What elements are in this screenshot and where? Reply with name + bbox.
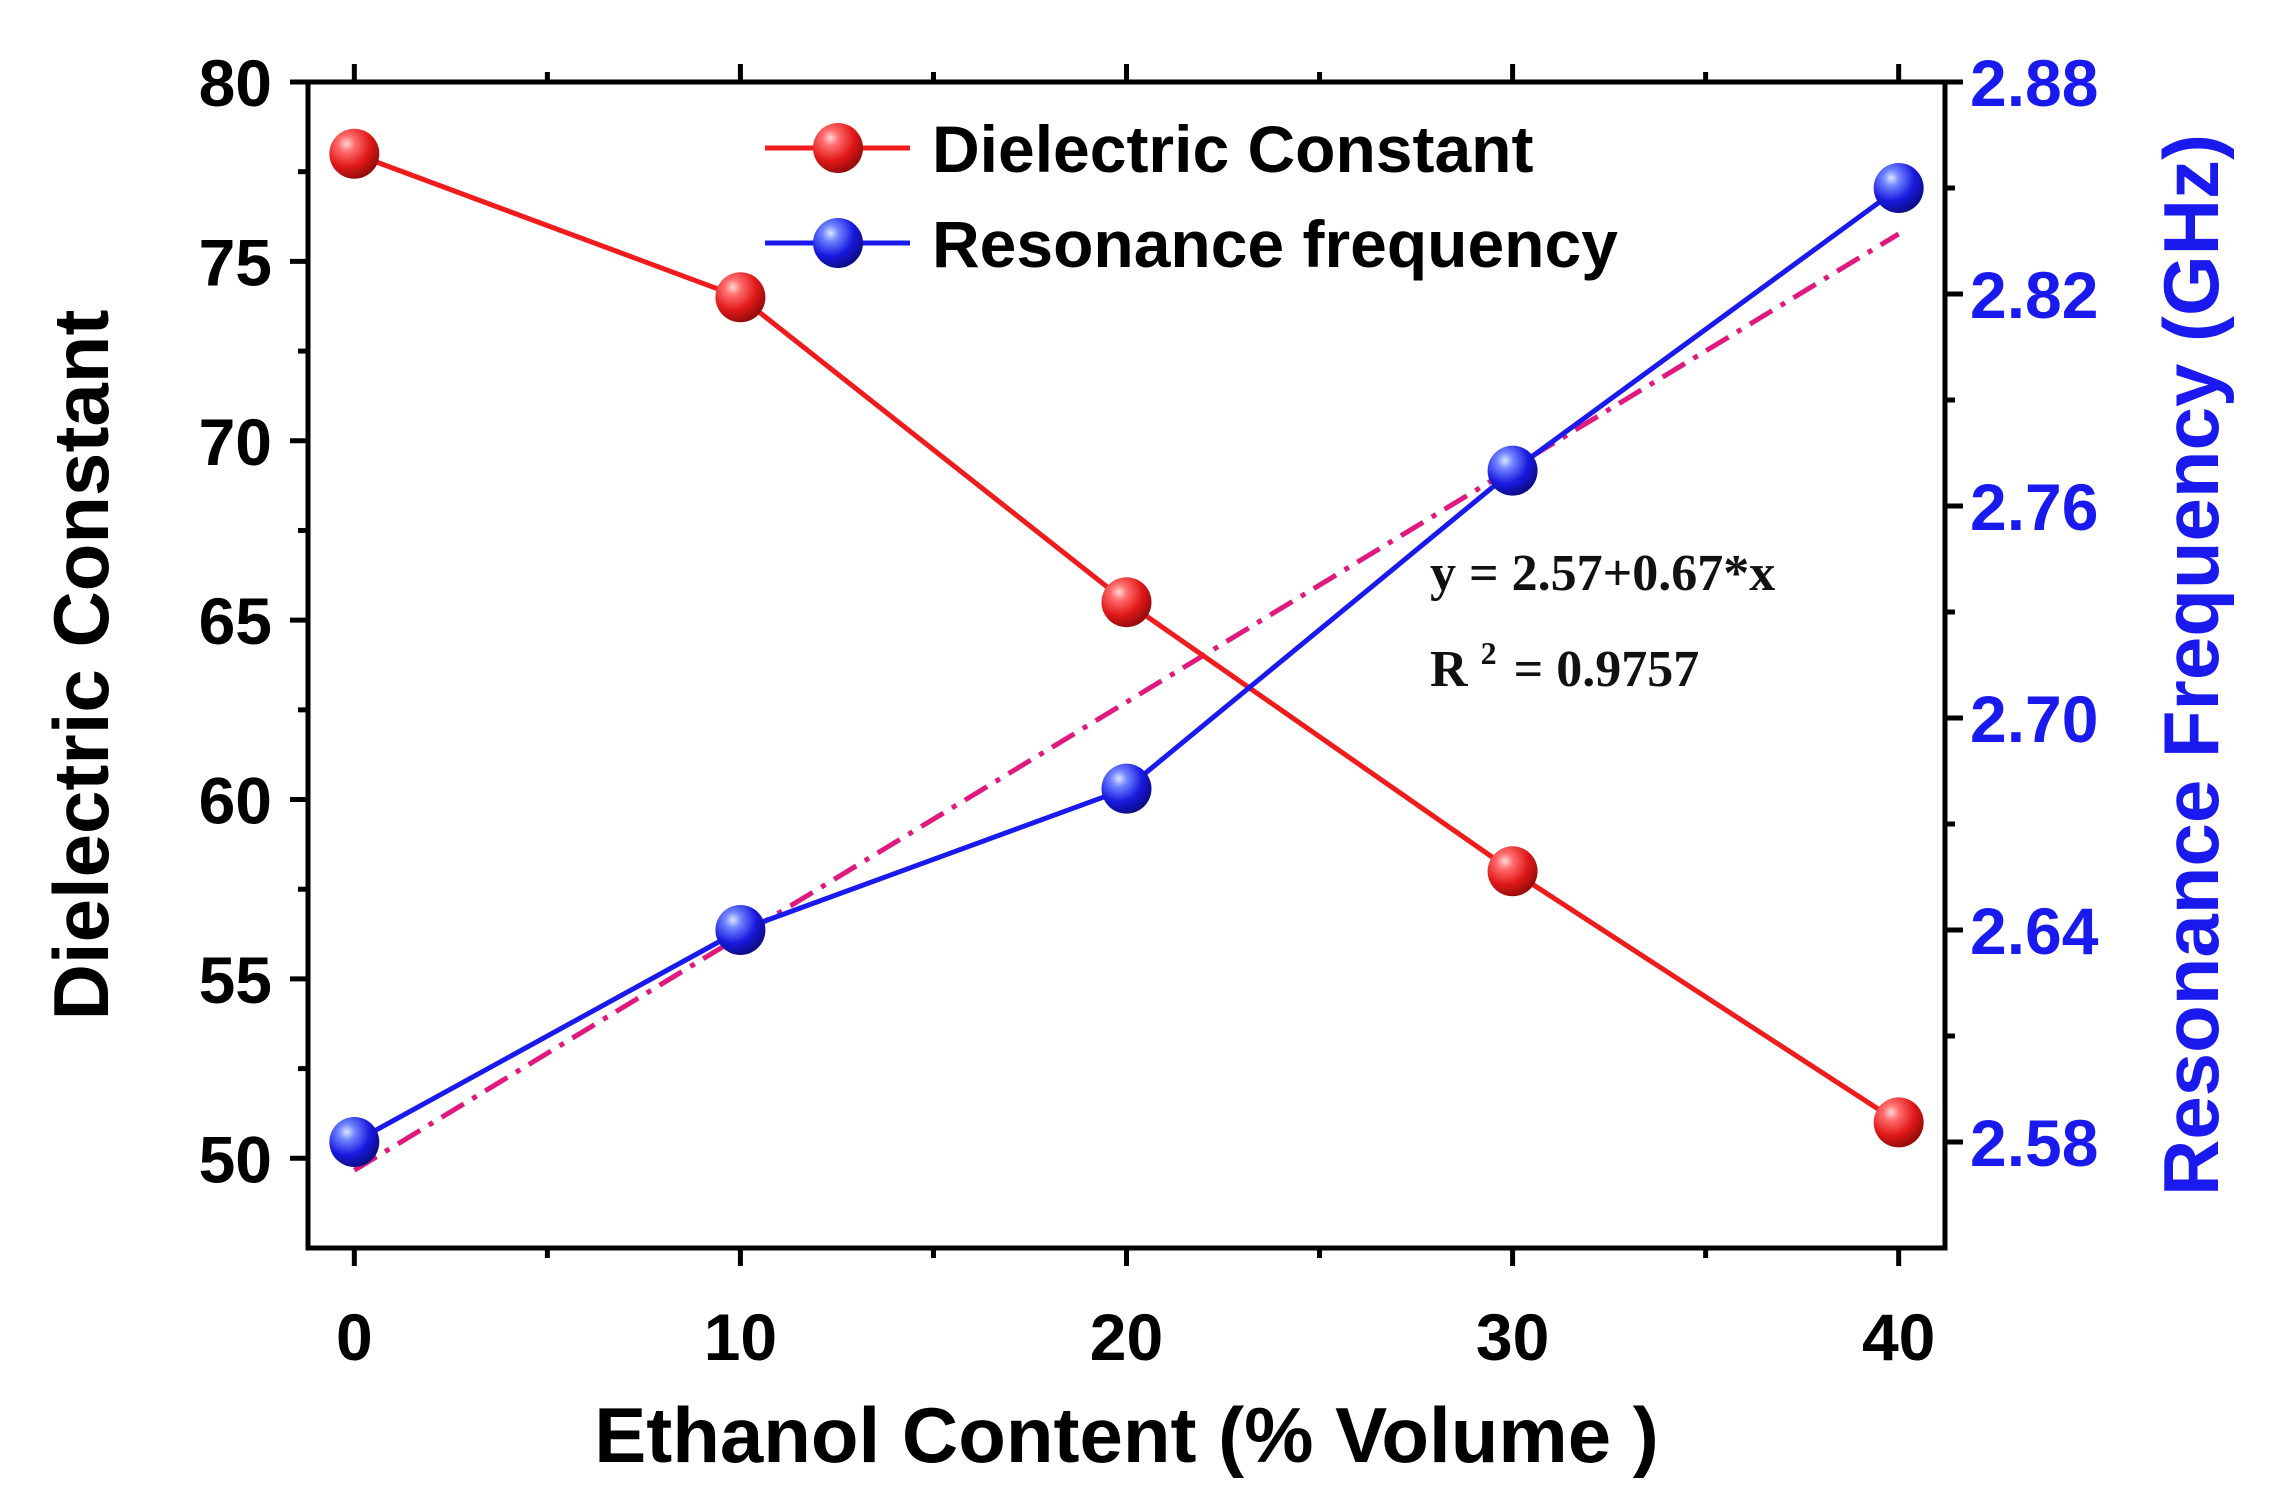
dielectric-constant-point: [1487, 846, 1538, 897]
legend-item-dielectric-constant: Dielectric Constant: [765, 112, 1533, 186]
right-y-tick-label: 2.64: [1970, 894, 2099, 968]
right-y-tick-label: 2.58: [1970, 1106, 2098, 1180]
dielectric-constant-point: [329, 128, 380, 179]
legend-swatch-marker: [813, 123, 863, 173]
resonance-frequency-point: [1487, 445, 1538, 496]
fit-r2-value: = 0.9757: [1514, 641, 1700, 698]
left-y-axis-label: Dielectric Constant: [37, 310, 125, 1021]
fit-r2-prefix: R: [1430, 641, 1469, 698]
legend-swatch-marker: [813, 218, 863, 268]
x-axis-label: Ethanol Content (% Volume ): [594, 1391, 1659, 1479]
left-y-tick-label: 60: [199, 764, 272, 838]
legend-label: Resonance frequency: [932, 207, 1618, 281]
x-tick-label: 10: [704, 1300, 777, 1374]
dielectric-constant-point: [1873, 1097, 1924, 1148]
fit-line: [353, 231, 1900, 1173]
right-y-tick-label: 2.88: [1970, 46, 2098, 120]
left-axis: 50 55 60 65 70 75 80: [199, 46, 308, 1196]
x-axis: 0 10 20 30 40: [336, 64, 1935, 1374]
right-y-axis-label: Resonance Frequency (GHz): [2147, 134, 2235, 1196]
left-y-tick-label: 70: [199, 405, 272, 479]
right-y-tick-label: 2.82: [1970, 258, 2098, 332]
x-tick-label: 20: [1090, 1300, 1163, 1374]
fit-annotation: y = 2.57+0.67*x R 2 = 0.9757: [1430, 545, 1775, 698]
left-y-tick-label: 50: [199, 1122, 272, 1196]
resonance-frequency-point: [1873, 163, 1924, 213]
x-tick-label: 40: [1862, 1300, 1935, 1374]
fit-r2-superscript: 2: [1481, 635, 1497, 671]
dielectric-constant-point: [715, 272, 766, 323]
resonance-frequency-point: [715, 905, 766, 955]
legend-label: Dielectric Constant: [932, 112, 1533, 186]
left-y-tick-label: 80: [199, 46, 272, 120]
legend: Dielectric Constant Resonance frequency: [765, 112, 1618, 281]
fit-equation-text: y = 2.57+0.67*x: [1430, 545, 1775, 602]
dielectric-constant-line: [353, 151, 1901, 1125]
resonance-frequency-point: [1101, 763, 1152, 814]
x-tick-label: 0: [336, 1300, 373, 1374]
left-y-tick-label: 55: [199, 943, 272, 1017]
right-y-tick-label: 2.70: [1970, 682, 2098, 756]
left-y-tick-label: 65: [199, 584, 272, 658]
dielectric-constant-point: [1101, 577, 1152, 628]
series-layer: [329, 128, 1924, 1167]
legend-item-resonance-frequency: Resonance frequency: [765, 207, 1618, 281]
x-tick-label: 30: [1476, 1300, 1549, 1374]
right-axis: 2.58 2.64 2.70 2.76 2.82 2.88: [1945, 46, 2099, 1180]
resonance-frequency-point: [329, 1117, 380, 1167]
fit-layer: [353, 231, 1900, 1173]
fit-r2-text: R 2 = 0.9757: [1430, 619, 1699, 698]
left-y-tick-label: 75: [199, 225, 272, 299]
right-y-tick-label: 2.76: [1970, 470, 2098, 544]
